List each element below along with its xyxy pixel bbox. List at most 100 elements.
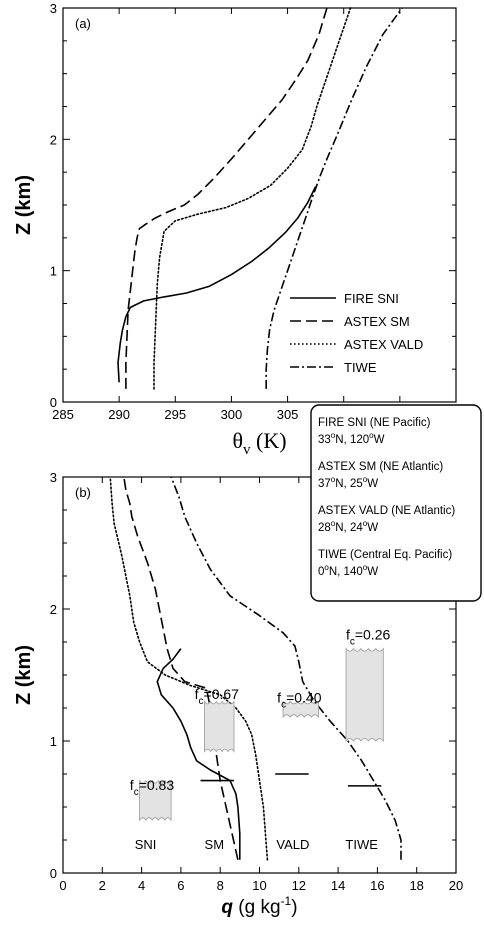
cloud-fraction-subscript: c [199, 696, 204, 707]
x-axis-label-symbol: θ [232, 428, 243, 453]
x-tick-label: 305 [277, 407, 299, 422]
location-coords: 28oN, 24oW [318, 519, 378, 534]
x-tick-label: 8 [217, 878, 224, 893]
location-name: ASTEX SM (NE Atlantic) [318, 461, 443, 473]
degree-mark: o [331, 431, 336, 440]
site-label: VALD [276, 837, 309, 852]
y-tick-label: 3 [50, 470, 57, 485]
location-coords: 37oN, 25oW [318, 475, 378, 490]
cloud-fraction-label: fc=0.67 [195, 686, 240, 707]
location-name: TIWE (Central Eq. Pacific) [318, 549, 452, 561]
x-tick-label: 295 [164, 407, 186, 422]
x-tick-label: 6 [177, 878, 184, 893]
series-line-astex-sm [123, 476, 239, 860]
x-axis-label-unit: (K) [251, 428, 287, 453]
cloud-fraction-label: fc=0.83 [130, 777, 175, 798]
location-coords: 0oN, 140oW [318, 563, 378, 578]
cloud-layer-sni [139, 779, 172, 822]
cloud-layer-tiwe [345, 647, 384, 743]
coord-part: W [367, 566, 378, 578]
y-tick-label: 0 [50, 395, 57, 410]
location-name: FIRE SNI (NE Pacific) [318, 417, 431, 429]
x-tick-label: 20 [449, 878, 463, 893]
degree-mark: o [369, 431, 374, 440]
cloud-fraction-value: =0.83 [139, 777, 175, 793]
site-label: SNI [135, 837, 157, 852]
coord-part: N, 24 [335, 522, 363, 534]
cloud-fraction-subscript: c [350, 636, 355, 647]
y-axis-label: Z (km) [13, 645, 35, 705]
series-line-tiwe [265, 7, 403, 389]
cloud-fraction-symbol: f [130, 777, 134, 793]
x-tick-label: 300 [221, 407, 243, 422]
legend-label: TIWE [344, 360, 377, 375]
coord-part: N, 120 [335, 434, 369, 446]
coord-part: N, 25 [335, 478, 363, 490]
site-label: TIWE [345, 837, 378, 852]
cloud-layer-vald [282, 700, 319, 719]
coord-part: W [367, 522, 378, 534]
x-tick-label: 18 [409, 878, 423, 893]
y-axis-label: Z (km) [13, 175, 35, 235]
degree-mark: o [324, 563, 329, 572]
panel-label: (b) [75, 485, 91, 500]
x-tick-label: 285 [52, 407, 74, 422]
x-axis-label-close: ) [291, 897, 297, 918]
x-axis-label: θv (K) [232, 428, 286, 458]
x-tick-label: 14 [331, 878, 345, 893]
location-box-frame [310, 404, 482, 602]
series-line-astex-sm [125, 7, 328, 389]
cloud-layer-sm [204, 699, 235, 754]
panel-a: 2852902953003053103153200123Z (km)(a)θv … [13, 1, 467, 458]
coord-part: 33 [318, 434, 331, 446]
x-axis-label-exponent: -1 [281, 894, 292, 908]
series-line-astex-vald [153, 7, 352, 390]
x-axis-label-subscript: v [243, 442, 251, 458]
y-tick-label: 1 [50, 264, 57, 279]
y-tick-label: 2 [50, 602, 57, 617]
x-axis-label-unit: (g kg [233, 897, 281, 918]
cloud-fraction-value: =0.40 [286, 690, 322, 706]
cloud-fraction-label: fc=0.40 [277, 690, 322, 711]
degree-mark: o [331, 519, 336, 528]
x-tick-label: 290 [108, 407, 130, 422]
x-tick-label: 10 [252, 878, 266, 893]
cloud-fraction-subscript: c [134, 787, 139, 798]
panel-label: (a) [75, 16, 91, 31]
y-tick-label: 0 [50, 866, 57, 881]
x-tick-label: 0 [59, 878, 66, 893]
legend-label: FIRE SNI [344, 291, 399, 306]
cloud-fraction-symbol: f [195, 686, 199, 702]
cloud-fraction-subscript: c [281, 700, 286, 711]
cloud-fraction-symbol: f [346, 626, 350, 642]
x-tick-label: 12 [292, 878, 306, 893]
cloud-fraction-symbol: f [277, 690, 281, 706]
series-line-fire-sni [117, 186, 317, 383]
y-tick-label: 1 [50, 734, 57, 749]
coord-part: 28 [318, 522, 331, 534]
x-axis-label-symbol: q [221, 897, 233, 918]
coord-part: W [367, 478, 378, 490]
series-line-astex-vald [109, 476, 269, 861]
coord-part: 0 [318, 566, 324, 578]
cloud-fraction-label: fc=0.26 [346, 626, 391, 647]
cloud-fraction-value: =0.67 [204, 686, 240, 702]
coord-part: W [374, 434, 385, 446]
y-tick-label: 2 [50, 132, 57, 147]
x-tick-label: 4 [138, 878, 145, 893]
degree-mark: o [331, 475, 336, 484]
degree-mark: o [363, 475, 368, 484]
series-line-tiwe [170, 476, 402, 860]
x-tick-label: 16 [370, 878, 384, 893]
location-coords: 33oN, 120oW [318, 431, 385, 446]
degree-mark: o [363, 563, 368, 572]
location-name: ASTEX VALD (NE Atlantic) [318, 505, 455, 517]
legend-label: ASTEX VALD [344, 337, 423, 352]
legend-label: ASTEX SM [344, 314, 410, 329]
coord-part: 37 [318, 478, 331, 490]
cloud-fraction-value: =0.26 [355, 626, 391, 642]
legend: FIRE SNI ASTEX SM ASTEX VALD TIWE [290, 291, 423, 375]
